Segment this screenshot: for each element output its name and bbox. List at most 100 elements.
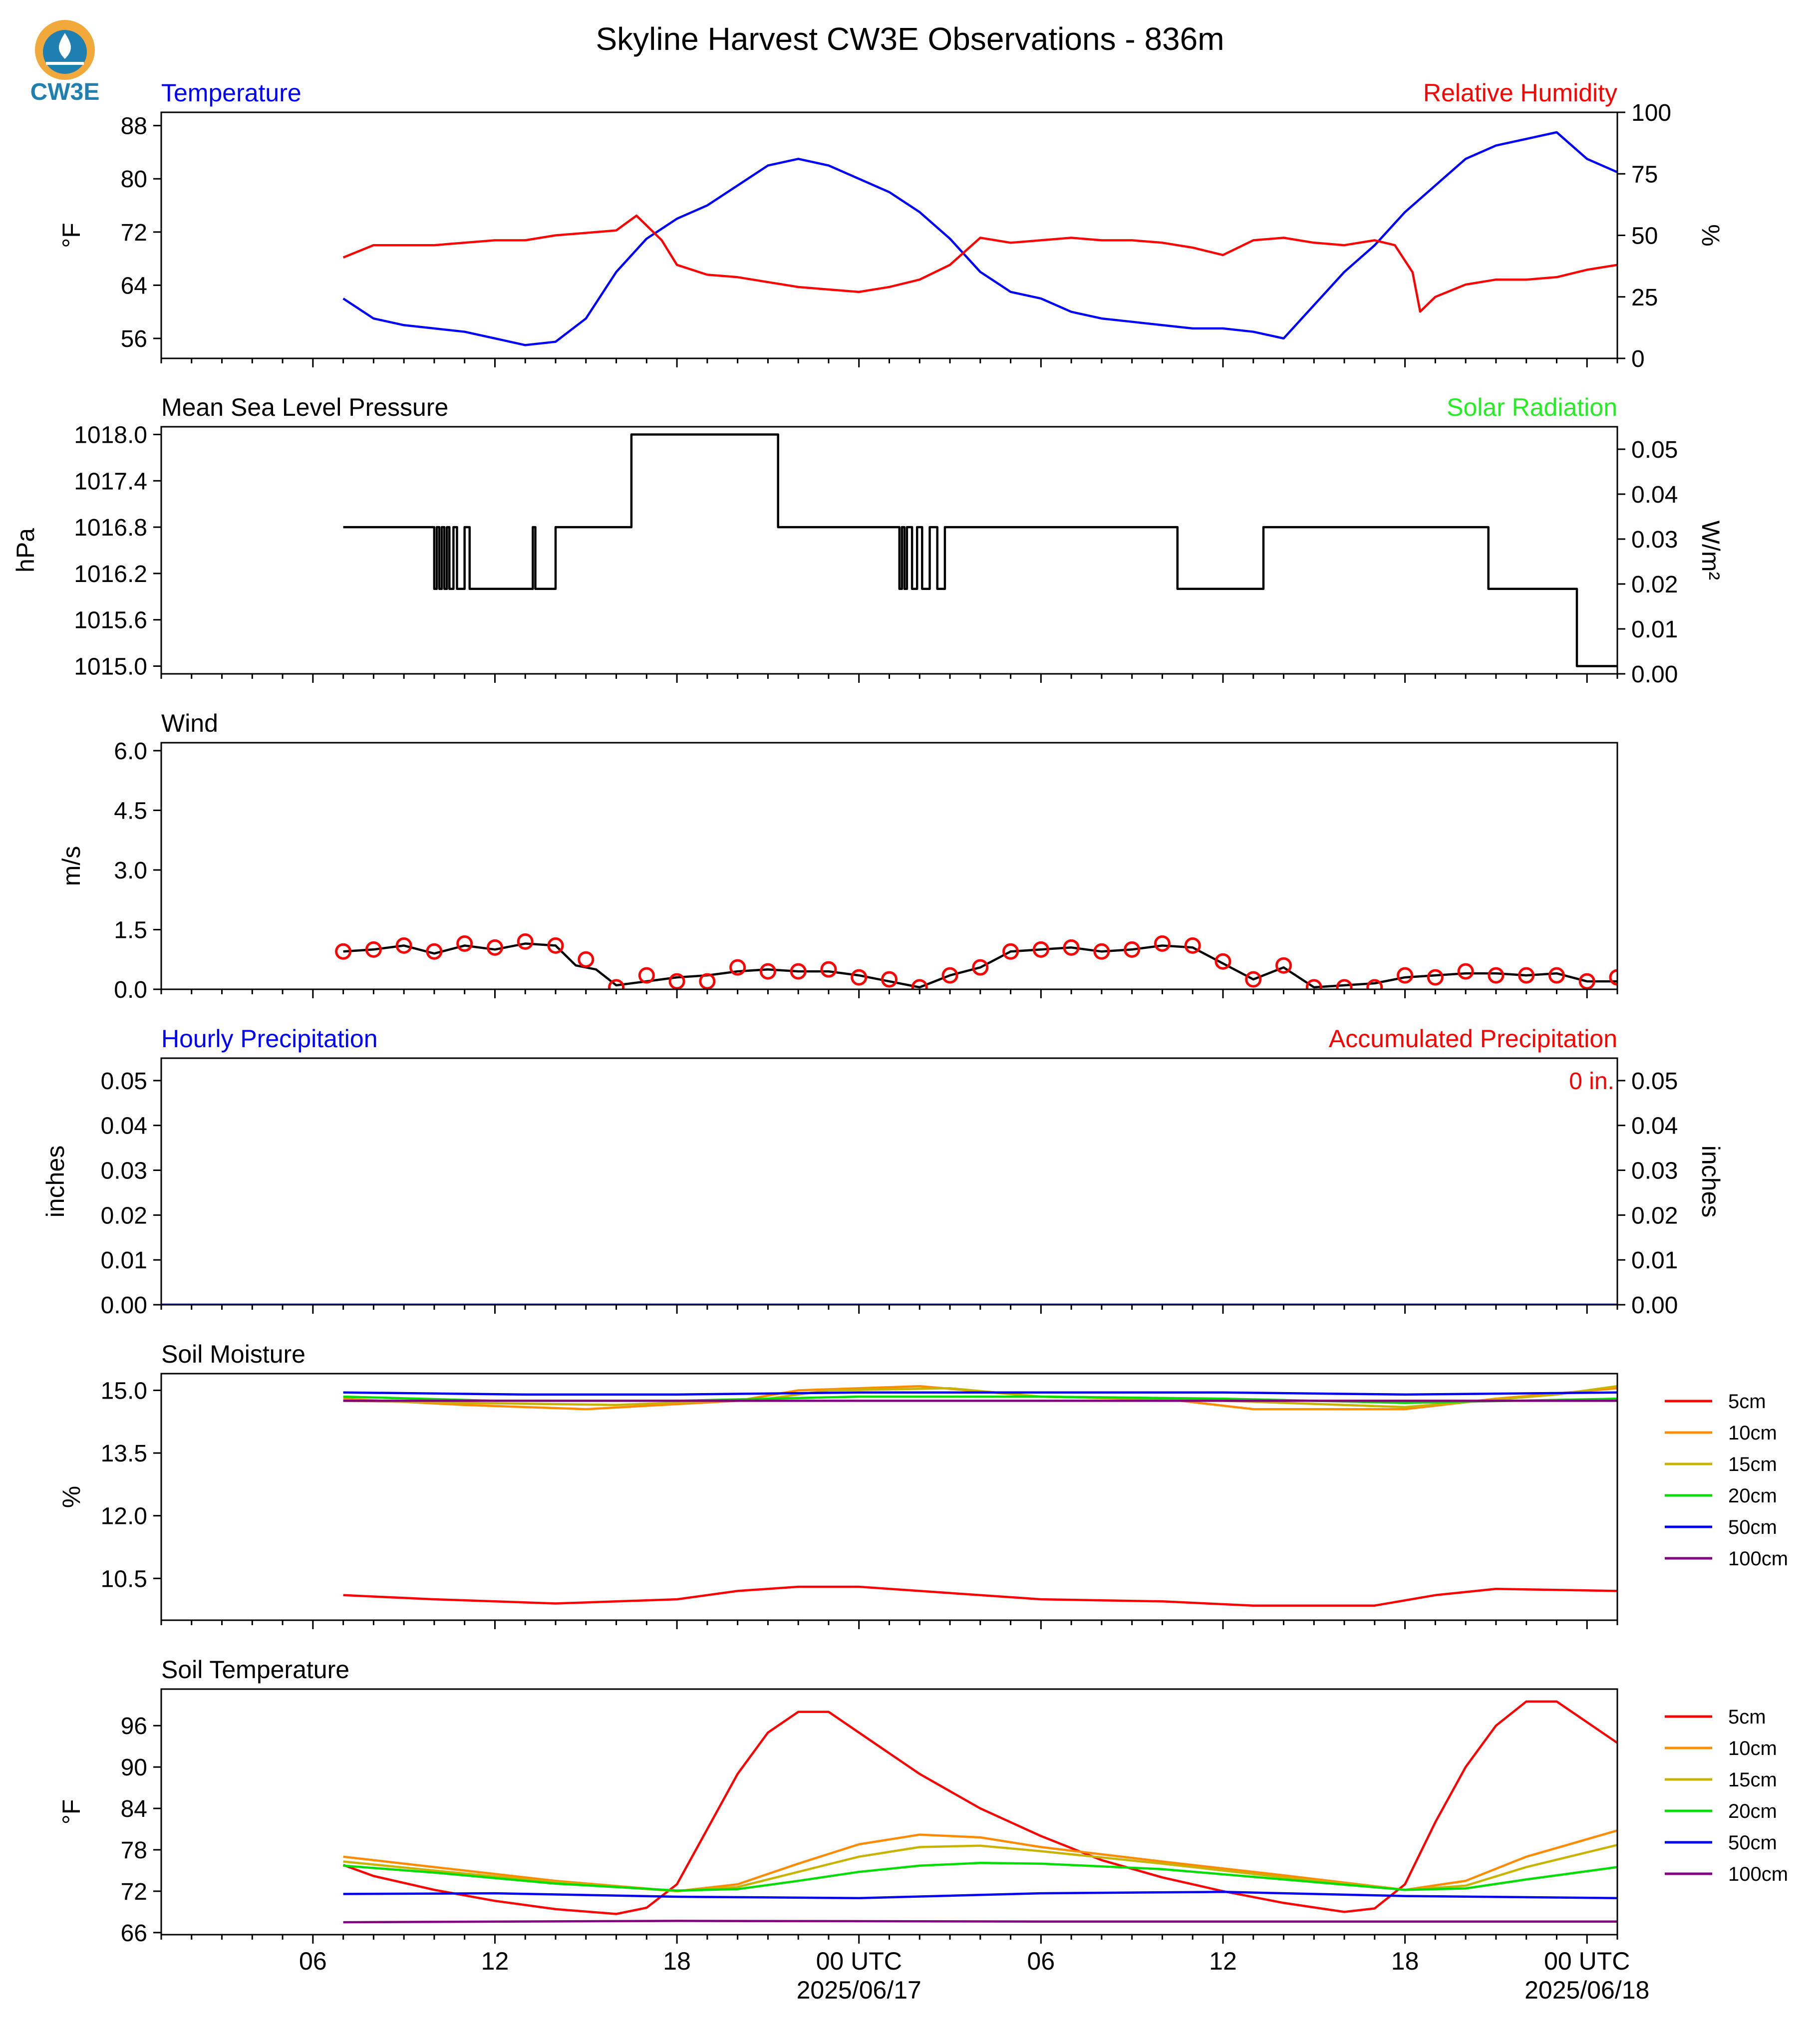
series-line-5cm: [342, 1700, 1617, 1915]
cw3e-logo-wave-icon: [46, 62, 84, 65]
series-line-left-0: [343, 942, 1617, 989]
wind-marker: [911, 979, 928, 989]
wind-marker: [1457, 963, 1474, 980]
series-line-15cm: [343, 1844, 1617, 1893]
legend-label: 100cm: [1728, 1863, 1788, 1885]
cw3e-logo: CW3E: [30, 20, 100, 105]
legend-label: 10cm: [1728, 1422, 1777, 1444]
wind-marker: [1063, 939, 1080, 956]
wind-marker: [699, 973, 716, 989]
panel-soil_moisture: Soil Moisture 10.5 12.0 13.5 15.0% 5cm 10cm 15c…: [57, 1340, 1788, 1629]
y-tick-label-right: 50: [1631, 223, 1658, 250]
y-tick-label: 1016.2: [74, 561, 147, 587]
panel-wind: Wind 0.0 1.5 3.0 4.5 6.0 m/s: [57, 709, 1618, 1003]
y-tick-label: 3.0: [114, 858, 147, 884]
y-axis-label: m/s: [57, 846, 85, 886]
panel-frame: [160, 1057, 1618, 1306]
legend-label: 50cm: [1728, 1832, 1777, 1854]
x-tick-label: 18: [663, 1947, 691, 1975]
y-tick-label-right: 0.00: [1631, 661, 1678, 688]
y-tick-label: 0.02: [101, 1202, 147, 1229]
wind-marker: [456, 935, 473, 952]
panel-title-left: Temperature: [161, 79, 302, 107]
x-tick-label: 06: [299, 1947, 327, 1975]
panel-frame: [160, 111, 1618, 359]
wind-marker: [1184, 937, 1201, 954]
panel-precip: Hourly Precipitation Accumulated Precipit…: [41, 1025, 1725, 1319]
series-line-left-0: [343, 433, 1617, 667]
y-axis-label: °F: [57, 1799, 85, 1825]
x-date-label: 2025/06/17: [797, 1976, 921, 2004]
wind-marker: [1578, 973, 1595, 989]
wind-marker: [941, 967, 958, 984]
wind-marker: [972, 959, 989, 976]
y-tick-label: 0.04: [101, 1113, 147, 1140]
y-tick-label: 80: [121, 166, 147, 193]
wind-marker: [608, 979, 625, 989]
wind-marker: [1609, 969, 1617, 986]
wind-marker: [851, 969, 868, 986]
legend-label: 5cm: [1728, 1706, 1766, 1728]
y-tick-label: 0.01: [101, 1247, 147, 1274]
legend-label: 10cm: [1728, 1738, 1777, 1759]
y-tick-label: 64: [121, 273, 147, 299]
series-line-50cm: [343, 1891, 1617, 1900]
accumulated-total-annotation: 0 in.: [1569, 1068, 1614, 1095]
logo-text: CW3E: [30, 79, 100, 105]
y-axis-label-right: W/m²: [1697, 521, 1725, 580]
y-tick-label: 15.0: [101, 1378, 147, 1404]
y-axis-label: hPa: [11, 528, 39, 573]
y-tick-label: 4.5: [114, 798, 147, 824]
series-line-50cm: [343, 1391, 1617, 1396]
y-axis-label: %: [57, 1486, 85, 1508]
panel-soil_temp: Soil Temperature 66 72 78 84 90 96 °F 5cm 10cm 15c…: [57, 1656, 1788, 1947]
y-axis-label: inches: [41, 1146, 69, 1218]
wind-marker: [1305, 979, 1322, 989]
x-tick-label: 06: [1027, 1947, 1055, 1975]
y-axis-label-right: %: [1697, 224, 1725, 246]
y-tick-label: 1016.8: [74, 515, 147, 541]
wind-marker: [759, 963, 776, 980]
y-tick-label: 96: [121, 1713, 147, 1739]
wind-marker: [1518, 967, 1535, 984]
wind-marker: [1366, 979, 1383, 989]
y-tick-label: 56: [121, 326, 147, 352]
wind-marker: [1397, 967, 1414, 984]
y-tick-label-right: 0.04: [1631, 482, 1678, 508]
panel-frame: [160, 426, 1618, 675]
wind-marker: [1548, 967, 1565, 984]
wind-marker: [486, 939, 503, 956]
x-date-label: 2025/06/18: [1524, 1976, 1649, 2004]
panel-title-right: Accumulated Precipitation: [1329, 1025, 1617, 1053]
legend-label: 15cm: [1728, 1769, 1777, 1791]
y-tick-label: 66: [121, 1920, 147, 1947]
y-tick-label-right: 0.00: [1631, 1292, 1678, 1319]
wind-marker: [547, 937, 564, 954]
wind-marker: [790, 963, 807, 980]
y-tick-label: 0.05: [101, 1068, 147, 1095]
wind-marker: [668, 973, 685, 989]
y-tick-label-right: 0.04: [1631, 1113, 1678, 1140]
y-tick-label-right: 100: [1631, 100, 1671, 126]
wind-marker: [578, 951, 595, 968]
wind-marker: [335, 943, 352, 960]
wind-marker: [1427, 969, 1444, 986]
figure-title: Skyline Harvest CW3E Observations - 836m: [596, 21, 1224, 57]
y-tick-label: 0.00: [101, 1292, 147, 1319]
wind-marker: [1336, 979, 1353, 989]
y-tick-label: 78: [121, 1837, 147, 1864]
y-tick-label: 6.0: [114, 738, 147, 765]
wind-marker: [1488, 967, 1505, 984]
x-tick-label: 18: [1391, 1947, 1419, 1975]
wind-marker: [517, 933, 534, 950]
series-line-right-1: [342, 214, 1617, 313]
panel-title-left: Soil Temperature: [161, 1656, 349, 1684]
panel-title-left: Wind: [161, 709, 218, 737]
y-tick-label: 88: [121, 113, 147, 140]
y-tick-label: 72: [121, 220, 147, 246]
panel-title-right: Relative Humidity: [1423, 79, 1617, 107]
panel-title-left: Hourly Precipitation: [161, 1025, 378, 1053]
y-tick-label: 1015.0: [74, 654, 147, 680]
cw3e-logo-drop-icon: [58, 33, 71, 59]
